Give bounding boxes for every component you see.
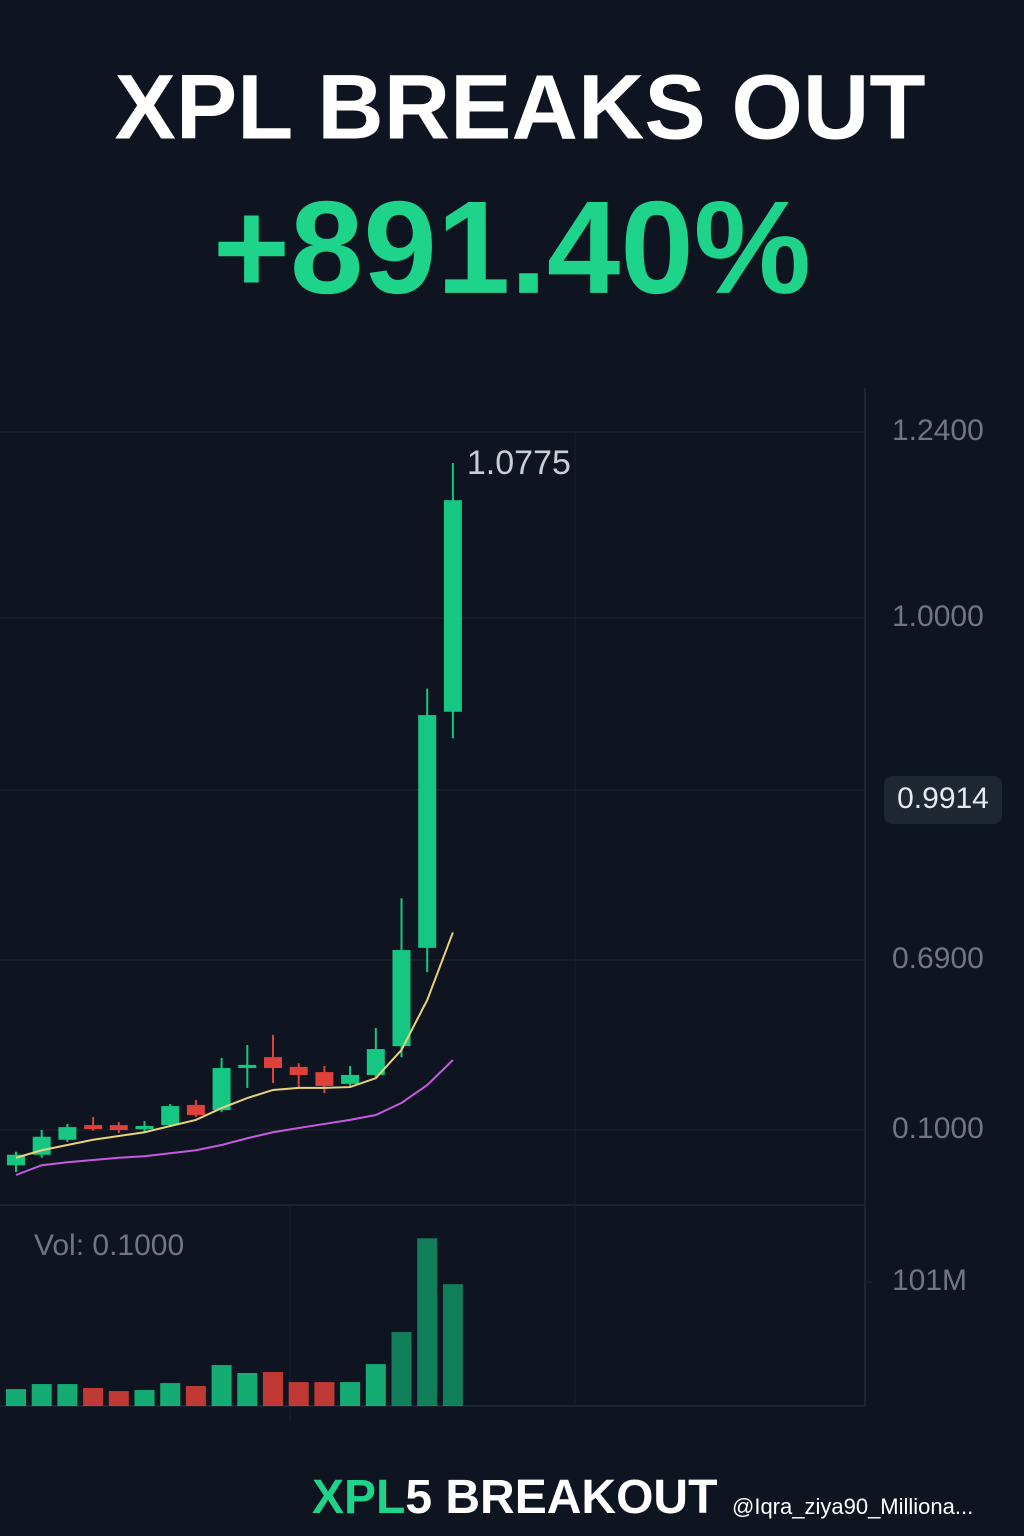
volume-bar [263,1372,283,1406]
footer: XPL5 BREAKOUT [312,1471,717,1524]
volume-bar [185,1386,206,1406]
volume-bar [391,1332,412,1406]
volume-bar [365,1364,386,1406]
candle-body [7,1154,25,1166]
candle-body [58,1127,77,1140]
candle-body [392,950,411,1047]
candle-body [443,500,462,712]
candle-body [341,1074,360,1084]
y-tick-label: 0.6900 [892,942,984,975]
volume-bar [237,1373,258,1406]
moving-average [15,932,454,1159]
volume-bar [442,1284,463,1406]
volume-bar [417,1238,438,1406]
candle-body [84,1125,103,1130]
candle-body [161,1106,180,1126]
volume-label-text: Vol: [34,1229,84,1262]
volume-bar [31,1384,52,1406]
volume-bar [288,1382,309,1406]
last-price-box [884,776,1002,824]
candle-body [186,1104,205,1116]
y-tick-label: 0.1000 [892,1112,984,1145]
footer-handle: @Iqra_ziya90_Milliona... [732,1494,973,1519]
candle-body [289,1066,308,1075]
volume-bar [160,1383,181,1406]
volume-bar [57,1384,78,1406]
y-tick-label: 1.0000 [892,600,984,633]
candle-body [418,715,437,948]
footer-text: 5 BREAKOUT [405,1471,717,1524]
volume-bar [134,1390,155,1406]
candle-body [212,1068,231,1111]
candle-body [264,1057,282,1069]
high-label: 1.0775 [467,444,571,482]
candle-body [315,1072,334,1086]
chart-subtitle: +891.40% [213,174,811,321]
footer-brand: XPL [312,1471,405,1524]
volume-label-value: 0.1000 [92,1229,184,1262]
volume-bar [211,1365,232,1406]
chart-title: XPL BREAKS OUT [114,56,925,158]
last-price-label: 0.9914 [897,782,989,815]
candle-body [366,1049,385,1075]
volume-bar [6,1389,26,1406]
volume-bar [314,1382,335,1406]
volume-label: Vol: 0.1000 [34,1229,184,1262]
candle-body [238,1064,257,1069]
volume-bar [83,1387,104,1406]
y-tick-label: 1.2400 [892,414,984,447]
volume-bar [108,1391,129,1406]
candle-body [109,1125,128,1130]
volume-tick-label: 101M [892,1264,967,1297]
moving-average [15,1059,454,1176]
candle-body [135,1125,154,1130]
volume-bar [340,1382,361,1406]
